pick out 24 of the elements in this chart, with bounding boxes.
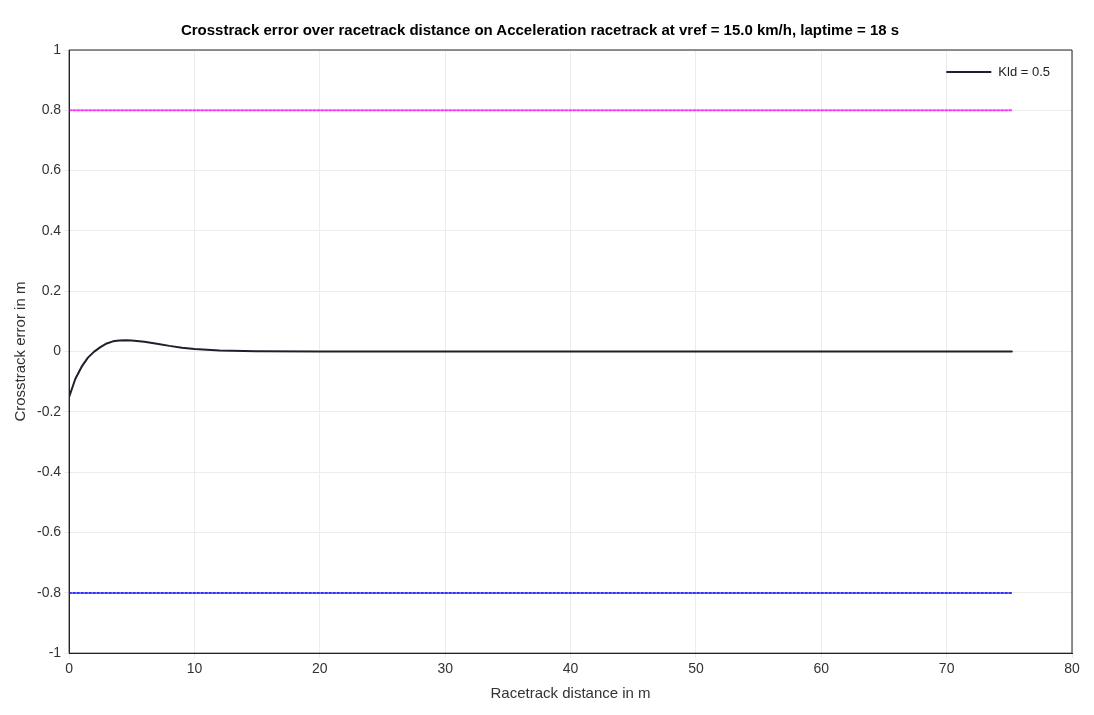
y-tick-label: -0.8 (37, 583, 62, 600)
y-tick-label: 0 (53, 342, 62, 359)
x-tick-label: 0 (65, 660, 74, 677)
y-tick-label: -0.6 (37, 523, 62, 540)
y-tick-label: -0.2 (37, 402, 62, 419)
y-tick-label: 0.2 (41, 282, 62, 299)
x-tick-label: 50 (688, 660, 704, 677)
x-tick-label: 70 (938, 660, 955, 677)
y-tick-label: -1 (48, 644, 62, 661)
x-tick-label: 10 (186, 660, 203, 677)
x-axis-title: Racetrack distance in m (490, 684, 651, 702)
x-tick-label: 40 (562, 660, 579, 677)
chart-title: Crosstrack error over racetrack distance on Acceleration racetrack at vref = 15.0 km/h, laptime = 18 s (180, 21, 900, 39)
y-tick-label: 0.4 (41, 221, 62, 238)
x-tick-label: 60 (813, 660, 830, 677)
x-tick-label: 20 (312, 660, 328, 677)
y-axis-title: Crosstrack error in m (11, 281, 29, 422)
y-tick-label: 0.6 (41, 161, 62, 178)
legend-label: Kld = 0.5 (998, 63, 1051, 79)
y-tick-label: 0.8 (41, 101, 62, 118)
x-tick-label: 30 (437, 660, 454, 677)
y-tick-label: -0.4 (37, 463, 62, 480)
x-tick-label: 80 (1064, 660, 1080, 677)
y-tick-label: 1 (53, 40, 62, 57)
